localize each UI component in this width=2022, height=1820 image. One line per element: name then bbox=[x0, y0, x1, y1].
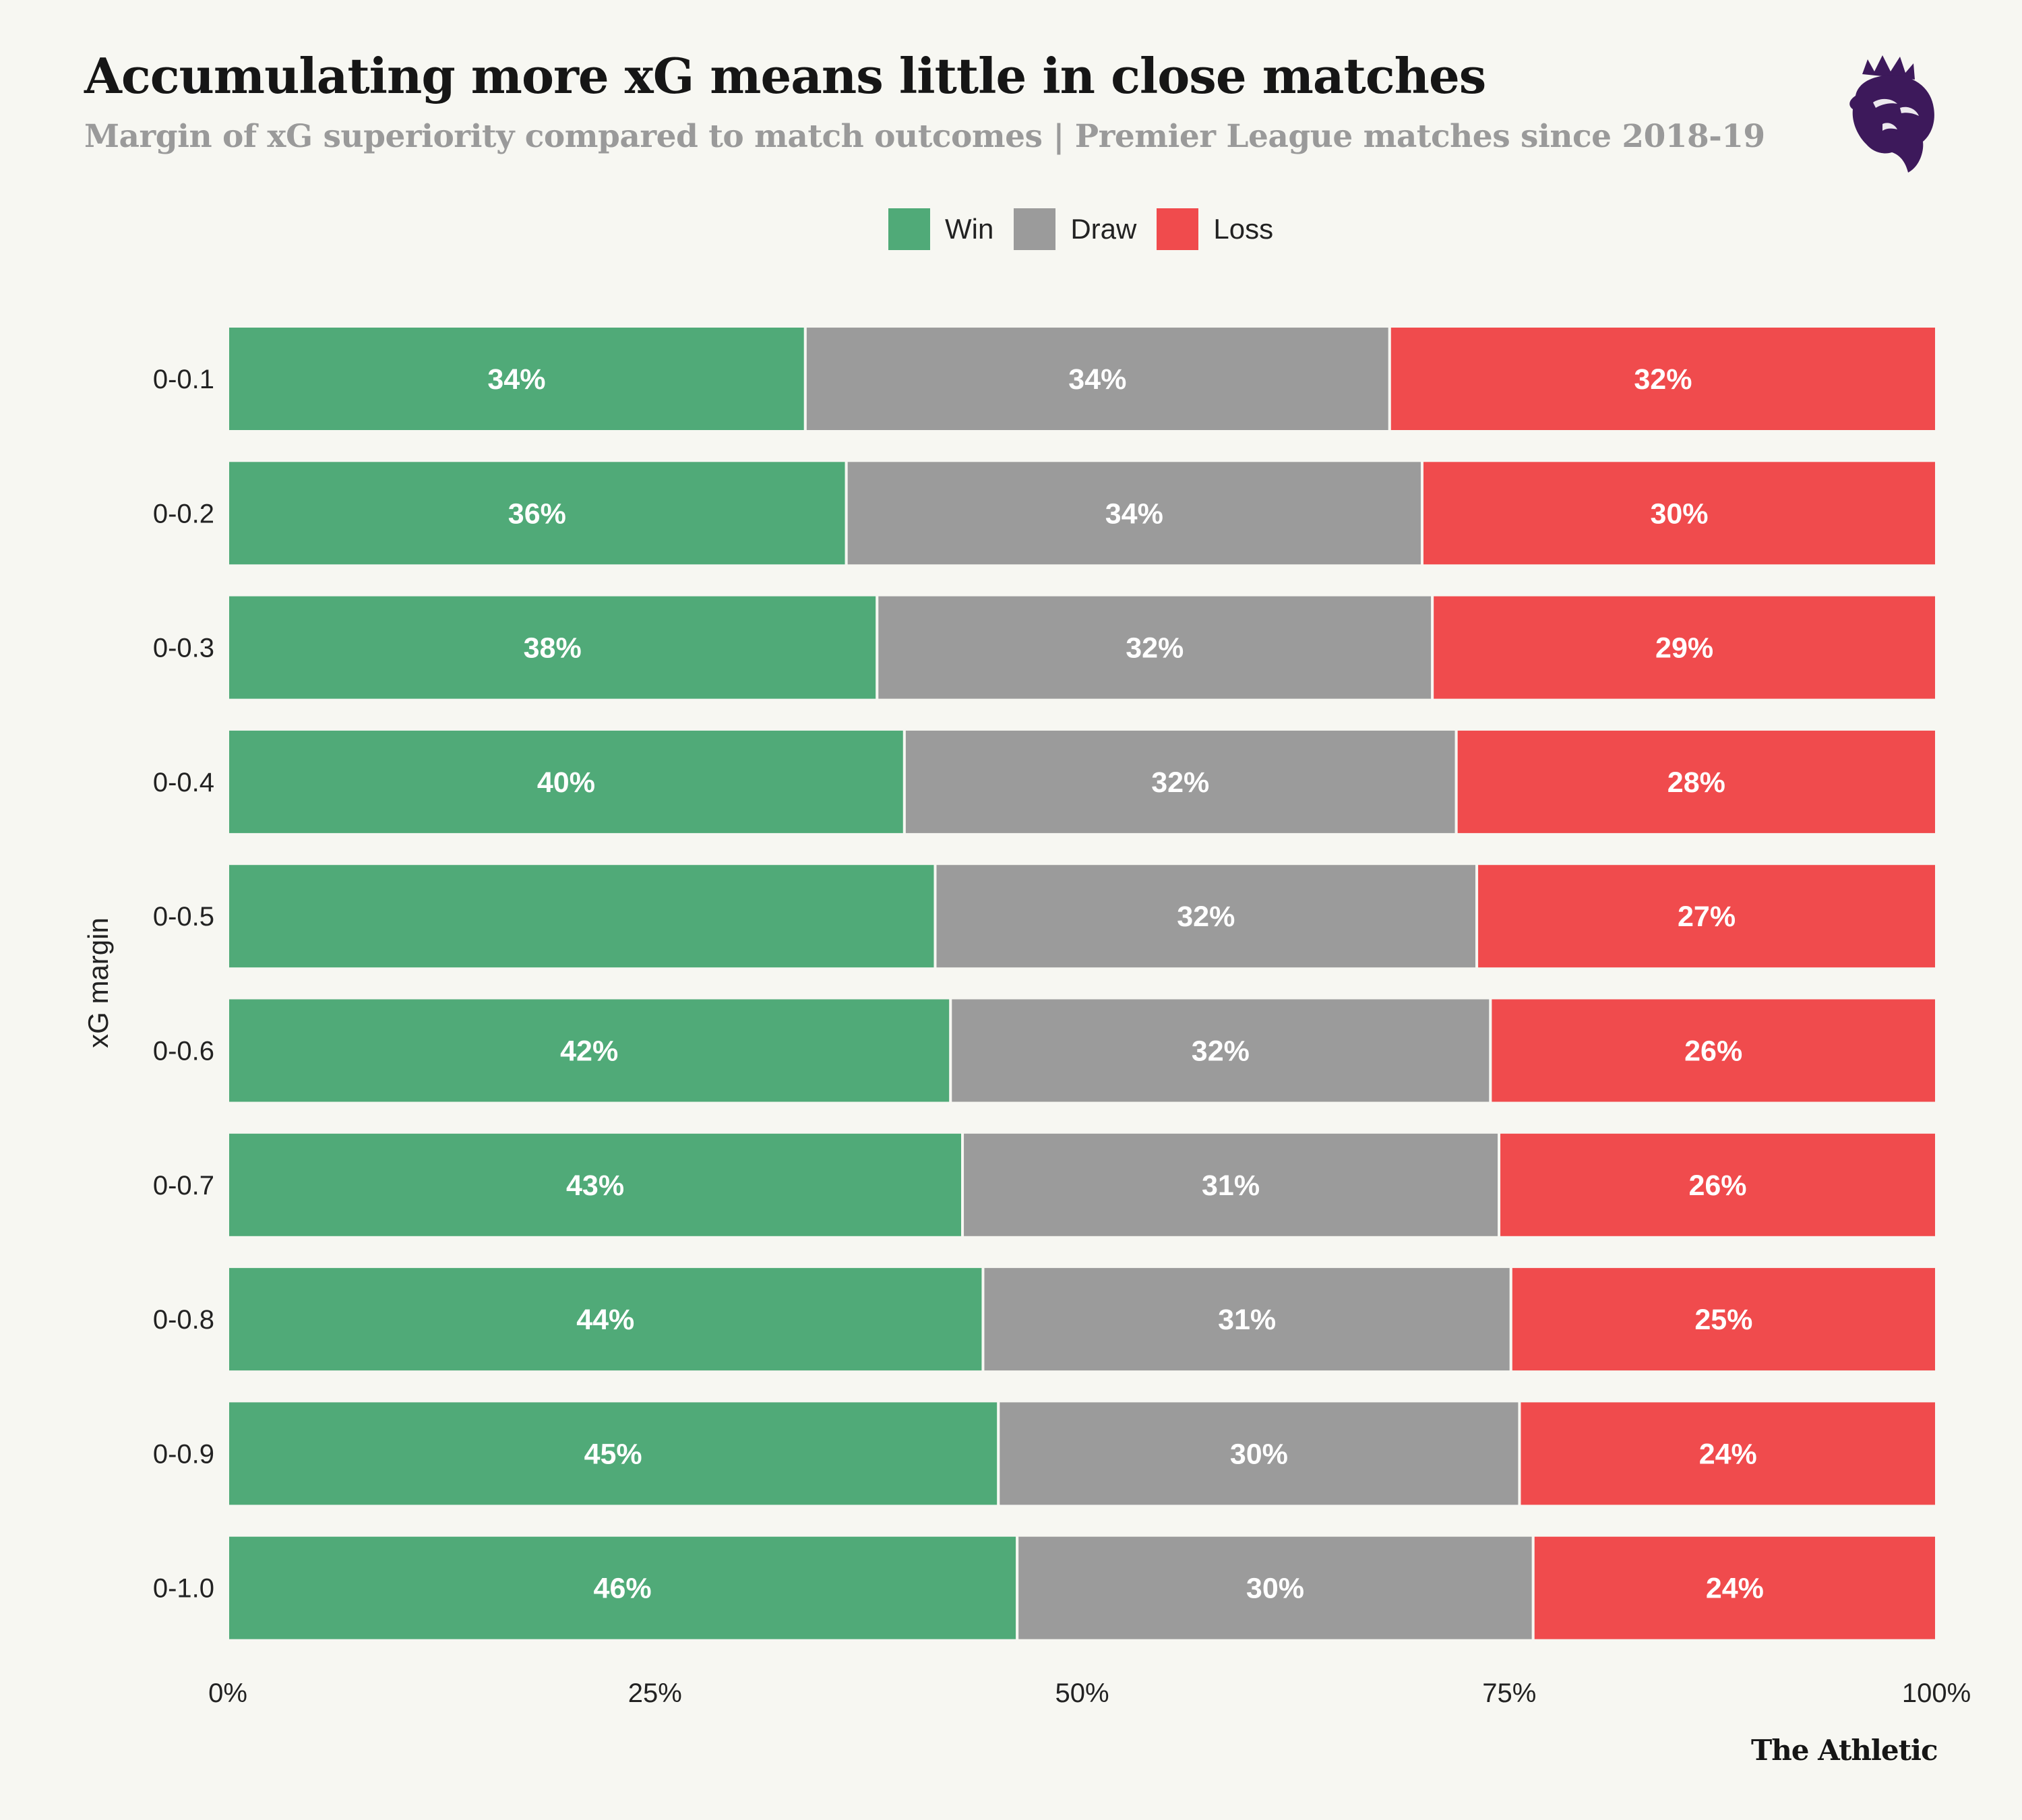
data-label-draw-0-0.8: 31% bbox=[1218, 1304, 1276, 1336]
data-label-loss-0-0.5: 27% bbox=[1678, 901, 1736, 933]
data-label-loss-0-0.8: 25% bbox=[1694, 1304, 1752, 1336]
legend-swatch-loss bbox=[1157, 208, 1199, 250]
bar-loss-0-0.7 bbox=[1498, 1130, 1938, 1239]
data-label-loss-0-1.0: 24% bbox=[1706, 1573, 1764, 1605]
x-tick-label-25: 25% bbox=[628, 1678, 682, 1708]
bar-loss-0-1.0 bbox=[1531, 1534, 1938, 1642]
data-label-loss-0-0.3: 29% bbox=[1655, 632, 1713, 665]
data-label-loss-0-0.7: 26% bbox=[1688, 1170, 1746, 1202]
bar-loss-0-0.2 bbox=[1420, 459, 1938, 568]
x-tick-label-0: 0% bbox=[208, 1678, 247, 1708]
y-tick-label-0-0.9: 0-0.9 bbox=[153, 1439, 214, 1469]
data-label-loss-0-0.6: 26% bbox=[1684, 1035, 1742, 1068]
data-label-win-0-0.2: 36% bbox=[508, 497, 566, 530]
bar-win-0-0.7 bbox=[226, 1130, 964, 1239]
chart-title: Accumulating more xG means little in clo… bbox=[84, 47, 1486, 104]
data-label-draw-0-1.0: 30% bbox=[1246, 1573, 1304, 1605]
data-label-loss-0-0.2: 30% bbox=[1650, 497, 1708, 530]
premier-league-lion-icon bbox=[1849, 55, 1934, 173]
bar-draw-0-0.8 bbox=[981, 1265, 1512, 1374]
y-tick-label-0-0.4: 0-0.4 bbox=[153, 768, 214, 797]
data-label-draw-0-0.6: 32% bbox=[1192, 1035, 1250, 1068]
y-tick-label-0-0.3: 0-0.3 bbox=[153, 634, 214, 663]
bar-loss-0-0.1 bbox=[1388, 325, 1938, 433]
bar-loss-0-0.5 bbox=[1475, 862, 1938, 971]
bar-draw-0-0.9 bbox=[997, 1399, 1521, 1508]
legend-label-loss: Loss bbox=[1213, 213, 1274, 245]
y-tick-label-0-0.6: 0-0.6 bbox=[153, 1037, 214, 1066]
bar-win-0-0.5 bbox=[226, 862, 937, 971]
legend-item-draw: Draw bbox=[1014, 208, 1136, 250]
data-label-win-0-1.0: 46% bbox=[594, 1573, 652, 1605]
bar-win-0-0.9 bbox=[226, 1399, 1000, 1508]
bar-draw-0-0.7 bbox=[961, 1130, 1501, 1239]
bar-loss-0-0.8 bbox=[1509, 1265, 1938, 1374]
legend-label-draw: Draw bbox=[1070, 213, 1137, 245]
brand-wordmark: The Athletic bbox=[1751, 1734, 1938, 1767]
data-label-win-0-0.6: 42% bbox=[560, 1035, 618, 1068]
y-tick-label-0-0.5: 0-0.5 bbox=[153, 902, 214, 932]
x-tick-label-75: 75% bbox=[1482, 1678, 1536, 1708]
data-label-win-0-0.3: 38% bbox=[524, 632, 582, 665]
data-label-loss-0-0.9: 24% bbox=[1699, 1438, 1757, 1470]
bar-draw-0-0.5 bbox=[933, 862, 1479, 971]
bar-draw-0-1.0 bbox=[1016, 1534, 1535, 1642]
data-label-loss-0-0.4: 28% bbox=[1667, 766, 1725, 799]
data-label-draw-0-0.4: 32% bbox=[1151, 766, 1209, 799]
bar-loss-0-0.6 bbox=[1489, 996, 1938, 1105]
data-label-win-0-0.7: 43% bbox=[566, 1170, 624, 1202]
bar-draw-0-0.2 bbox=[845, 459, 1423, 568]
bar-loss-0-0.9 bbox=[1518, 1399, 1938, 1508]
legend-swatch-draw bbox=[1014, 208, 1056, 250]
bar-win-0-0.6 bbox=[226, 996, 952, 1105]
legend-item-loss: Loss bbox=[1157, 208, 1273, 250]
x-tick-label-100: 100% bbox=[1902, 1678, 1971, 1708]
legend-item-win: Win bbox=[888, 208, 993, 250]
data-label-draw-0-0.2: 34% bbox=[1105, 497, 1163, 530]
data-label-win-0-0.4: 40% bbox=[537, 766, 595, 799]
y-tick-label-0-0.7: 0-0.7 bbox=[153, 1171, 214, 1201]
chart-subtitle: Margin of xG superiority compared to mat… bbox=[84, 118, 1765, 155]
bar-win-0-0.3 bbox=[226, 593, 879, 702]
y-axis-label: xG margin bbox=[82, 917, 114, 1048]
data-label-win-0-0.1: 34% bbox=[487, 363, 545, 396]
y-tick-label-0-0.8: 0-0.8 bbox=[153, 1305, 214, 1335]
legend-swatch-win bbox=[888, 208, 930, 250]
y-tick-label-0-0.2: 0-0.2 bbox=[153, 499, 214, 528]
bar-loss-0-0.4 bbox=[1454, 727, 1938, 836]
bar-draw-0-0.6 bbox=[949, 996, 1492, 1105]
bar-win-0-0.2 bbox=[226, 459, 848, 568]
legend-label-win: Win bbox=[945, 213, 994, 245]
data-label-draw-0-0.7: 31% bbox=[1202, 1170, 1260, 1202]
data-label-draw-0-0.5: 32% bbox=[1177, 901, 1235, 933]
x-tick-label-50: 50% bbox=[1055, 1678, 1109, 1708]
data-label-draw-0-0.9: 30% bbox=[1230, 1438, 1288, 1470]
bar-draw-0-0.3 bbox=[876, 593, 1434, 702]
data-label-win-0-0.9: 45% bbox=[584, 1438, 642, 1470]
bar-loss-0-0.3 bbox=[1431, 593, 1938, 702]
y-tick-label-0-0.1: 0-0.1 bbox=[153, 365, 214, 394]
data-label-loss-0-0.1: 32% bbox=[1634, 363, 1692, 396]
y-tick-label-0-1.0: 0-1.0 bbox=[153, 1574, 214, 1604]
legend: Win Draw Loss bbox=[888, 208, 1293, 251]
data-label-draw-0-0.1: 34% bbox=[1068, 363, 1126, 396]
data-label-draw-0-0.3: 32% bbox=[1126, 632, 1184, 665]
bar-win-0-0.8 bbox=[226, 1265, 985, 1374]
data-label-win-0-0.8: 44% bbox=[576, 1304, 634, 1336]
